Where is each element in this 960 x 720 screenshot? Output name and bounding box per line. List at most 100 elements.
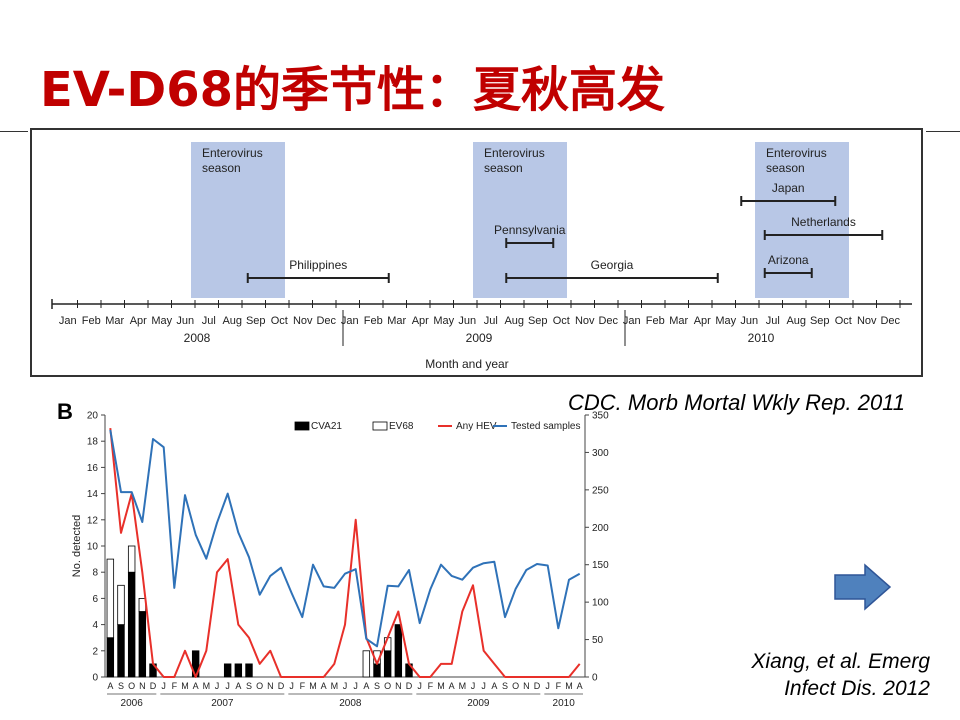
month-letter: N: [523, 681, 530, 691]
timeline-month-label: Apr: [694, 315, 711, 327]
month-letter: S: [502, 681, 508, 691]
bar-ev68: [117, 584, 125, 626]
month-letter: J: [545, 681, 550, 691]
left-tick-label: 10: [87, 542, 99, 553]
month-letter: J: [481, 681, 486, 691]
legend-swatch-cva21: [294, 421, 310, 431]
month-letter: D: [278, 681, 285, 691]
timeline-month-label: Jul: [766, 315, 780, 327]
month-letter: J: [289, 681, 294, 691]
left-tick-label: 12: [87, 515, 99, 526]
year-label: 2010: [553, 698, 576, 709]
timeline-month-label: Jul: [202, 315, 216, 327]
timeline-month-label: Aug: [222, 315, 242, 327]
month-letter: J: [343, 681, 348, 691]
title-rule-left: [0, 131, 28, 132]
timeline-year-label: 2010: [748, 331, 775, 345]
bar-ev68: [127, 545, 136, 573]
outbreak-label-georgia: Georgia: [591, 258, 634, 272]
bar-ev68: [362, 650, 371, 678]
month-letter: A: [193, 681, 199, 691]
timeline-month-label: Feb: [82, 315, 101, 327]
timeline-month-label: Oct: [271, 315, 288, 327]
right-tick-label: 50: [592, 635, 604, 646]
month-letter: M: [565, 681, 573, 691]
timeline-month-label: Aug: [504, 315, 524, 327]
bar-cva21: [394, 624, 403, 678]
left-tick-label: 2: [92, 646, 98, 657]
month-letter: D: [406, 681, 413, 691]
month-letter: A: [577, 681, 583, 691]
timeline-month-label: Aug: [786, 315, 806, 327]
timeline-panel: Enterovirus season Enterovirus season Entero…: [30, 128, 923, 377]
month-letter: F: [428, 681, 434, 691]
timeline-month-label: Sep: [810, 315, 830, 327]
month-letter: S: [374, 681, 380, 691]
timeline-month-label: Dec: [880, 315, 900, 327]
legend-label-ev68: EV68: [389, 421, 414, 432]
month-letter: F: [300, 681, 306, 691]
right-tick-label: 100: [592, 598, 609, 609]
left-tick-label: 8: [92, 568, 98, 579]
series-line-any-hev: [109, 427, 581, 678]
timeline-month-label: Oct: [835, 315, 852, 327]
timeline-year-label: 2009: [466, 331, 493, 345]
season-label-2010: Enterovirus: [766, 146, 827, 160]
month-letter: J: [161, 681, 166, 691]
left-tick-label: 18: [87, 437, 99, 448]
bar-cva21: [373, 663, 381, 678]
timeline-month-label: Mar: [387, 315, 406, 327]
month-letter: J: [471, 681, 476, 691]
month-letter: N: [395, 681, 402, 691]
month-letter: M: [331, 681, 339, 691]
timeline-month-label: Apr: [130, 315, 147, 327]
timeline-month-label: Feb: [364, 315, 383, 327]
left-tick-label: 6: [92, 594, 98, 605]
timeline-month-label: Jun: [458, 315, 476, 327]
bar-cva21: [106, 637, 115, 678]
month-letter: O: [512, 681, 519, 691]
month-letter: F: [172, 681, 178, 691]
timeline-month-label: Feb: [646, 315, 665, 327]
month-letter: J: [353, 681, 358, 691]
month-letter: M: [181, 681, 189, 691]
timeline-month-label: May: [433, 315, 454, 327]
bar-cva21: [245, 663, 253, 678]
right-arrow-icon[interactable]: [833, 563, 893, 613]
month-letter: N: [267, 681, 274, 691]
month-letter: O: [384, 681, 391, 691]
month-letter: A: [491, 681, 497, 691]
timeline-month-label: Nov: [575, 315, 595, 327]
month-letter: J: [417, 681, 422, 691]
right-tick-label: 150: [592, 560, 609, 571]
bar-cva21: [234, 663, 243, 678]
legend-label-tested-samples: Tested samples: [511, 421, 580, 432]
outbreak-label-pennsylvania: Pennsylvania: [494, 223, 566, 237]
outbreak-label-philippines: Philippines: [289, 258, 347, 272]
legend-swatch-ev68: [372, 421, 388, 431]
citation-xiang-line2: Infect Dis. 2012: [784, 677, 930, 700]
right-tick-label: 300: [592, 448, 609, 459]
left-tick-label: 20: [87, 411, 99, 422]
timeline-month-label: May: [715, 315, 736, 327]
timeline-month-label: Sep: [246, 315, 266, 327]
left-tick-label: 16: [87, 463, 99, 474]
month-letter: O: [256, 681, 263, 691]
timeline-month-label: Apr: [412, 315, 429, 327]
timeline-month-label: Nov: [857, 315, 877, 327]
timeline-month-label: Jan: [59, 315, 77, 327]
month-letter: N: [139, 681, 146, 691]
outbreak-label-arizona: Arizona: [768, 253, 809, 267]
month-letter: S: [246, 681, 252, 691]
bar-cva21: [383, 650, 392, 678]
right-tick-label: 0: [592, 673, 598, 684]
citation-cdc: CDC. Morb Mortal Wkly Rep. 2011: [568, 390, 906, 415]
month-letter: M: [203, 681, 211, 691]
timeline-chart: EnterovirusseasonEnterovirusseasonEntero…: [51, 142, 912, 371]
timeline-month-label: Jun: [176, 315, 194, 327]
month-letter: D: [150, 681, 157, 691]
month-letter: O: [128, 681, 135, 691]
series-line-tested-samples: [109, 429, 581, 648]
outbreak-label-japan: Japan: [772, 181, 805, 195]
detection-chart: B02468101214161820050100150200250300350N…: [57, 399, 609, 709]
